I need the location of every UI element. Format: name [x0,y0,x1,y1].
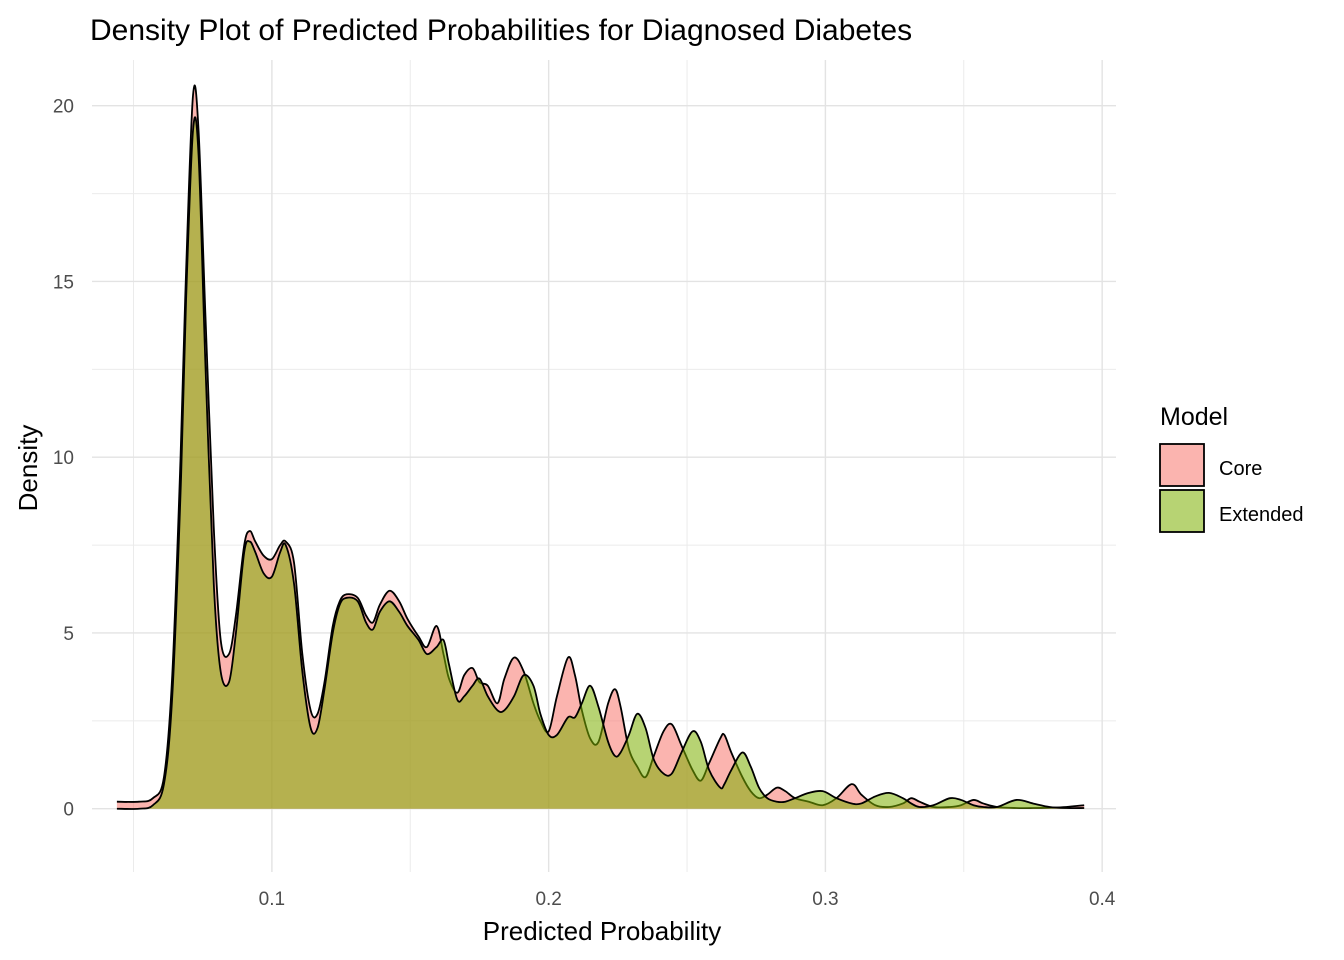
x-tick-label: 0.1 [259,889,285,910]
legend-key-core [1159,443,1205,487]
x-tick-label: 0.2 [535,889,561,910]
legend-title: Model [1160,403,1228,431]
y-tick-label: 0 [63,800,74,821]
x-tick-label: 0.4 [1089,889,1116,910]
y-tick-label: 15 [53,272,74,293]
density-line-extended [116,116,1085,810]
legend-label-extended: Extended [1219,504,1304,526]
legend-key-extended [1159,489,1205,533]
density-area-extended [116,117,1085,809]
chart-title: Density Plot of Predicted Probabilities … [90,14,912,47]
series-layer [116,84,1085,810]
y-tick-label: 5 [63,624,74,645]
legend: Model Core Extended [1159,403,1304,533]
y-tick-label: 10 [53,448,74,469]
density-line-core [116,84,1085,810]
x-tick-label: 0.3 [812,889,838,910]
x-axis-title: Predicted Probability [483,916,721,946]
legend-label-core: Core [1219,458,1262,480]
y-axis-title: Density [13,425,43,512]
y-tick-label: 20 [53,97,74,118]
tick-layer: 0.1 0.2 0.3 0.4 0 5 10 15 20 [53,97,1116,910]
